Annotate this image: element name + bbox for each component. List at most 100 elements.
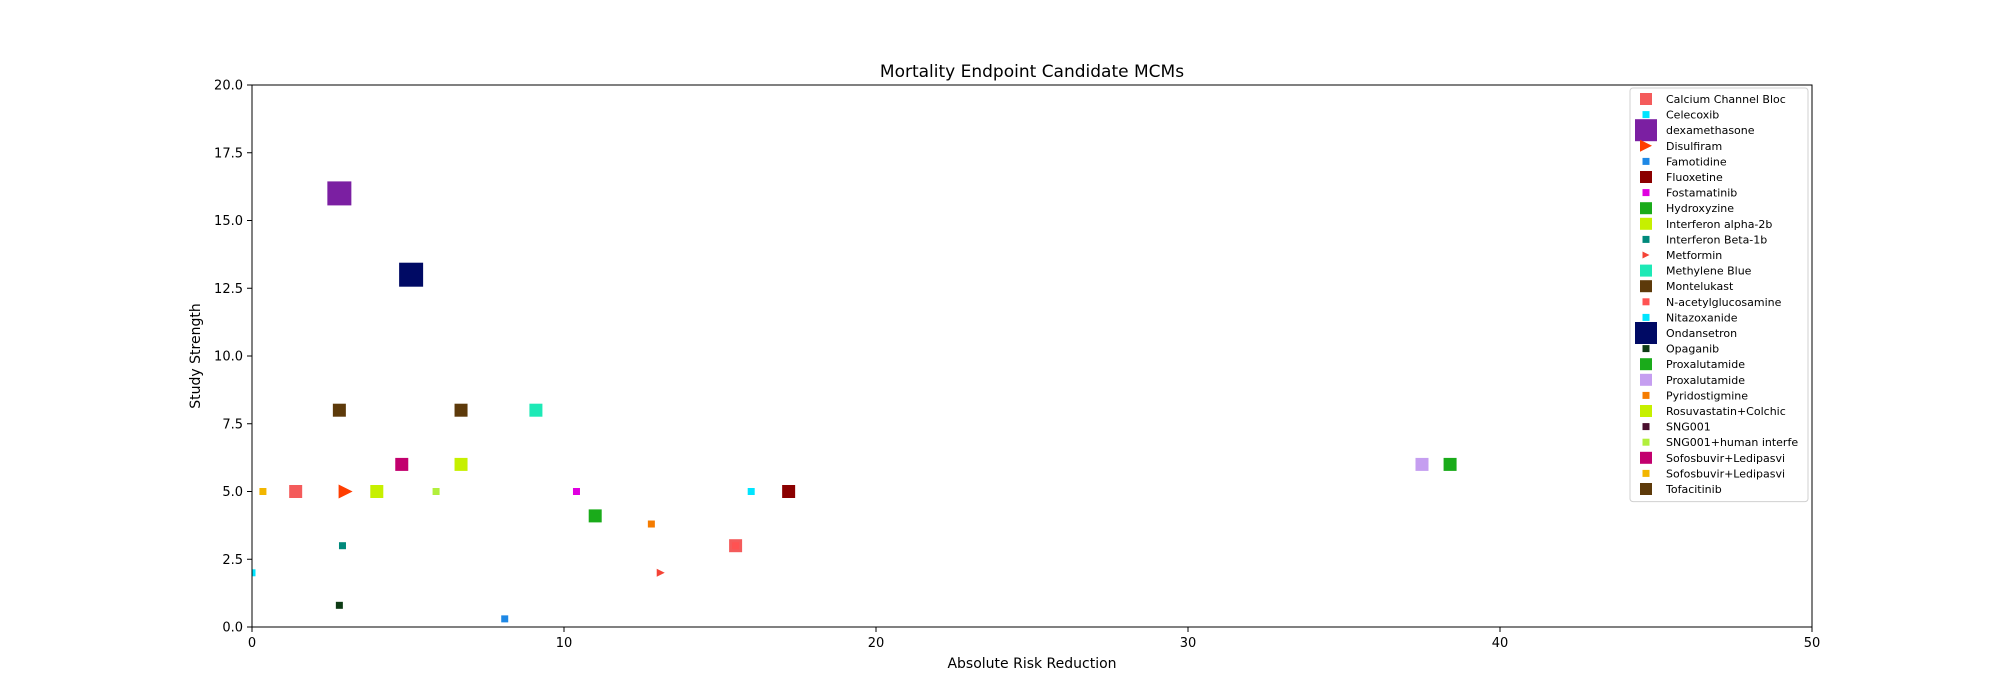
legend-label: Hydroxyzine [1666,202,1734,215]
legend-marker [1640,405,1652,417]
legend-marker [1642,111,1650,119]
data-point [338,484,353,499]
legend-marker [1640,358,1652,371]
data-point [501,615,509,623]
y-tick-label: 5.0 [222,485,243,500]
y-tick-label: 17.5 [214,146,243,161]
data-point [335,601,343,609]
legend-marker [1642,157,1650,165]
data-point [399,262,424,287]
y-tick-label: 15.0 [214,214,243,229]
legend-marker [1642,313,1650,321]
legend-label: Proxalutamide [1666,358,1745,371]
legend-label: SNG001 [1666,421,1711,434]
data-point [432,488,440,495]
legend-label: Interferon Beta-1b [1666,233,1767,246]
legend-box [1629,87,1809,503]
legend-label: Fostamatinib [1666,187,1737,200]
legend-label: Methylene Blue [1666,265,1752,278]
legend-label: N-acetylglucosamine [1666,296,1782,309]
legend-label: Nitazoxanide [1666,311,1738,324]
legend-marker [1640,139,1652,152]
data-point [1415,457,1429,471]
legend-label: Metformin [1666,249,1722,262]
data-point [656,568,665,577]
x-tick-label: 50 [1804,636,1821,651]
legend-marker [1642,423,1650,431]
legend-marker [1642,391,1650,399]
legend-label: SNG001+human interfe [1666,436,1798,449]
legend-label: Sofosbuvir+Ledipasvi [1666,452,1785,465]
legend-label: dexamethasone [1666,124,1755,137]
legend-marker [1640,217,1652,230]
legend-label: Disulfiram [1666,140,1722,153]
x-tick-label: 0 [248,636,256,651]
legend-label: Ondansetron [1666,327,1737,340]
legend-marker [1640,264,1652,277]
axis-ticks: 0 10 20 30 40 50 0.0 2.5 5.0 7.5 10.0 12.5 15.0 17.5 2… [214,79,1820,652]
data-point [454,457,468,471]
legend-label: Montelukast [1666,280,1734,293]
x-axis-title: Absolute Risk Reduction [947,656,1116,672]
data-point [289,485,303,498]
legend-label: Calcium Channel Bloc [1666,93,1786,106]
data-point [572,488,580,495]
legend-marker [1640,171,1652,183]
data-point [732,542,740,550]
data-point [529,403,543,417]
legend-marker [1642,298,1650,306]
y-tick-label: 20.0 [214,79,243,94]
x-tick-label: 10 [556,636,573,651]
x-tick-label: 20 [868,636,885,651]
legend-marker [1642,345,1650,353]
legend-marker [1640,483,1652,495]
data-point [782,485,796,498]
y-axis-title: Study Strength [188,303,204,408]
legend-label: Proxalutamide [1666,374,1745,387]
legend-label: Opaganib [1666,343,1719,356]
chart-title: Mortality Endpoint Candidate MCMs [880,62,1184,82]
legend-label: Fluoxetine [1666,171,1723,184]
legend-label: Pyridostigmine [1666,389,1748,402]
data-points [252,181,1457,623]
data-point [327,181,352,206]
y-tick-label: 2.5 [222,553,243,568]
y-tick-label: 12.5 [214,282,243,297]
data-point [370,485,384,498]
legend-marker [1640,451,1652,464]
legend-marker [1642,438,1650,446]
data-point [259,488,267,495]
data-point [252,569,256,577]
legend-marker [1640,202,1652,215]
data-point [454,403,468,417]
plot-area-frame [251,84,1813,628]
legend: Calcium Channel Bloc Celecoxib dexamethaso… [1629,87,1809,503]
legend-label: Interferon alpha-2b [1666,218,1772,231]
legend-marker [1642,189,1650,197]
legend-label: Famotidine [1666,155,1727,168]
data-point [747,488,755,495]
legend-label: Rosuvastatin+Colchic [1666,405,1786,418]
x-tick-label: 30 [1180,636,1197,651]
legend-marker [1635,322,1657,344]
data-point [395,457,409,471]
legend-label: Tofacitinib [1665,483,1722,496]
y-tick-label: 0.0 [222,621,243,636]
data-point [332,403,346,417]
data-point [1443,457,1457,471]
legend-marker [1642,469,1650,477]
y-tick-label: 7.5 [222,417,243,432]
legend-label: Celecoxib [1666,109,1719,122]
legend-marker [1640,373,1652,386]
y-tick-label: 10.0 [214,350,243,365]
legend-marker [1642,251,1650,259]
x-tick-label: 40 [1492,636,1509,651]
data-point [588,509,602,523]
legend-marker [1642,235,1650,243]
data-point [647,520,655,528]
data-point [338,542,346,550]
legend-label: Sofosbuvir+Ledipasvi [1666,467,1785,480]
legend-marker [1635,119,1657,142]
